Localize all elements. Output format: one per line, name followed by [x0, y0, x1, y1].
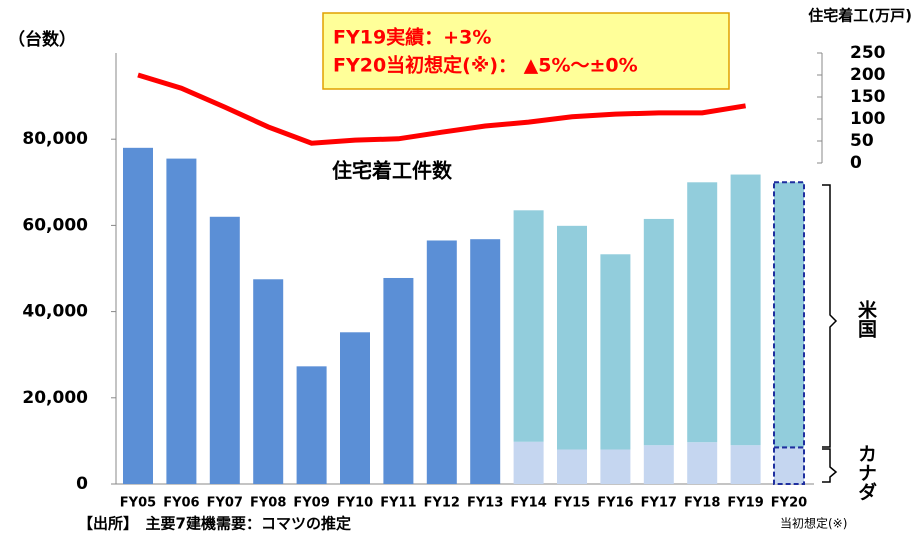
bar: [253, 279, 284, 484]
y2-tick-label: 250: [850, 43, 886, 63]
annotation-box: [322, 12, 730, 90]
note: 当初想定(※): [780, 516, 847, 531]
x-tick-label: FY06: [163, 496, 199, 511]
x-tick-label: FY07: [207, 496, 243, 511]
y2-tick-label: 150: [850, 87, 886, 107]
bar: [470, 239, 501, 484]
bar: [383, 277, 414, 484]
x-tick-label: FY17: [641, 496, 677, 511]
brace: [822, 448, 838, 483]
bar: [513, 441, 544, 484]
bar: [730, 174, 761, 446]
bar: [557, 225, 587, 450]
legend-canada: カナダ: [855, 444, 877, 501]
bar: [166, 158, 197, 484]
bar: [123, 147, 153, 484]
x-tick-label: FY14: [510, 496, 546, 511]
bar: [340, 332, 370, 484]
y2-axis-label: 住宅着工(万戸): [808, 7, 912, 25]
x-tick-label: FY11: [380, 496, 416, 511]
y-axis-label: （台数）: [8, 29, 76, 50]
x-tick-label: FY08: [250, 496, 286, 511]
annotation: FY20当初想定(※)： ▲5%～±0%: [333, 54, 638, 77]
y2-tick-label: 0: [850, 153, 862, 173]
legend-us: 米国: [855, 299, 877, 338]
y-tick-label: 20,000: [22, 388, 88, 408]
bar: [426, 240, 457, 484]
y2-tick-label: 200: [850, 65, 886, 85]
x-tick-label: FY20: [771, 496, 807, 511]
bar: [209, 216, 240, 484]
line-label: 住宅着工件数: [332, 159, 453, 183]
x-tick-label: FY13: [467, 496, 503, 511]
x-tick-label: FY05: [120, 496, 156, 511]
bar: [513, 210, 544, 442]
brace: [822, 184, 838, 448]
bar: [687, 442, 718, 484]
y2-tick-label: 50: [850, 131, 874, 151]
y-tick-label: 0: [76, 474, 88, 494]
bar: [773, 446, 805, 485]
x-tick-label: FY12: [424, 496, 460, 511]
line: [137, 72, 747, 146]
y-tick-label: 40,000: [22, 302, 88, 322]
x-tick-label: FY19: [727, 496, 763, 511]
bar: [643, 218, 674, 446]
source: 【出所】 主要7建機需要：コマツの推定: [78, 515, 351, 533]
y-tick-label: 80,000: [22, 129, 88, 149]
x-tick-label: FY09: [293, 496, 329, 511]
bar: [773, 181, 805, 449]
bar: [600, 254, 631, 450]
y-tick-label: 60,000: [22, 215, 88, 235]
bar: [296, 366, 327, 484]
x-tick-label: FY16: [597, 496, 633, 511]
x-tick-label: FY10: [337, 496, 373, 511]
bar: [687, 182, 718, 443]
annotation: FY19実績：+3%: [333, 26, 491, 49]
bar: [557, 449, 587, 484]
bar: [600, 449, 631, 484]
bar: [643, 445, 674, 484]
x-tick-label: FY15: [554, 496, 590, 511]
y2-tick-label: 100: [850, 109, 886, 129]
x-tick-label: FY18: [684, 496, 720, 511]
bar: [730, 445, 761, 484]
